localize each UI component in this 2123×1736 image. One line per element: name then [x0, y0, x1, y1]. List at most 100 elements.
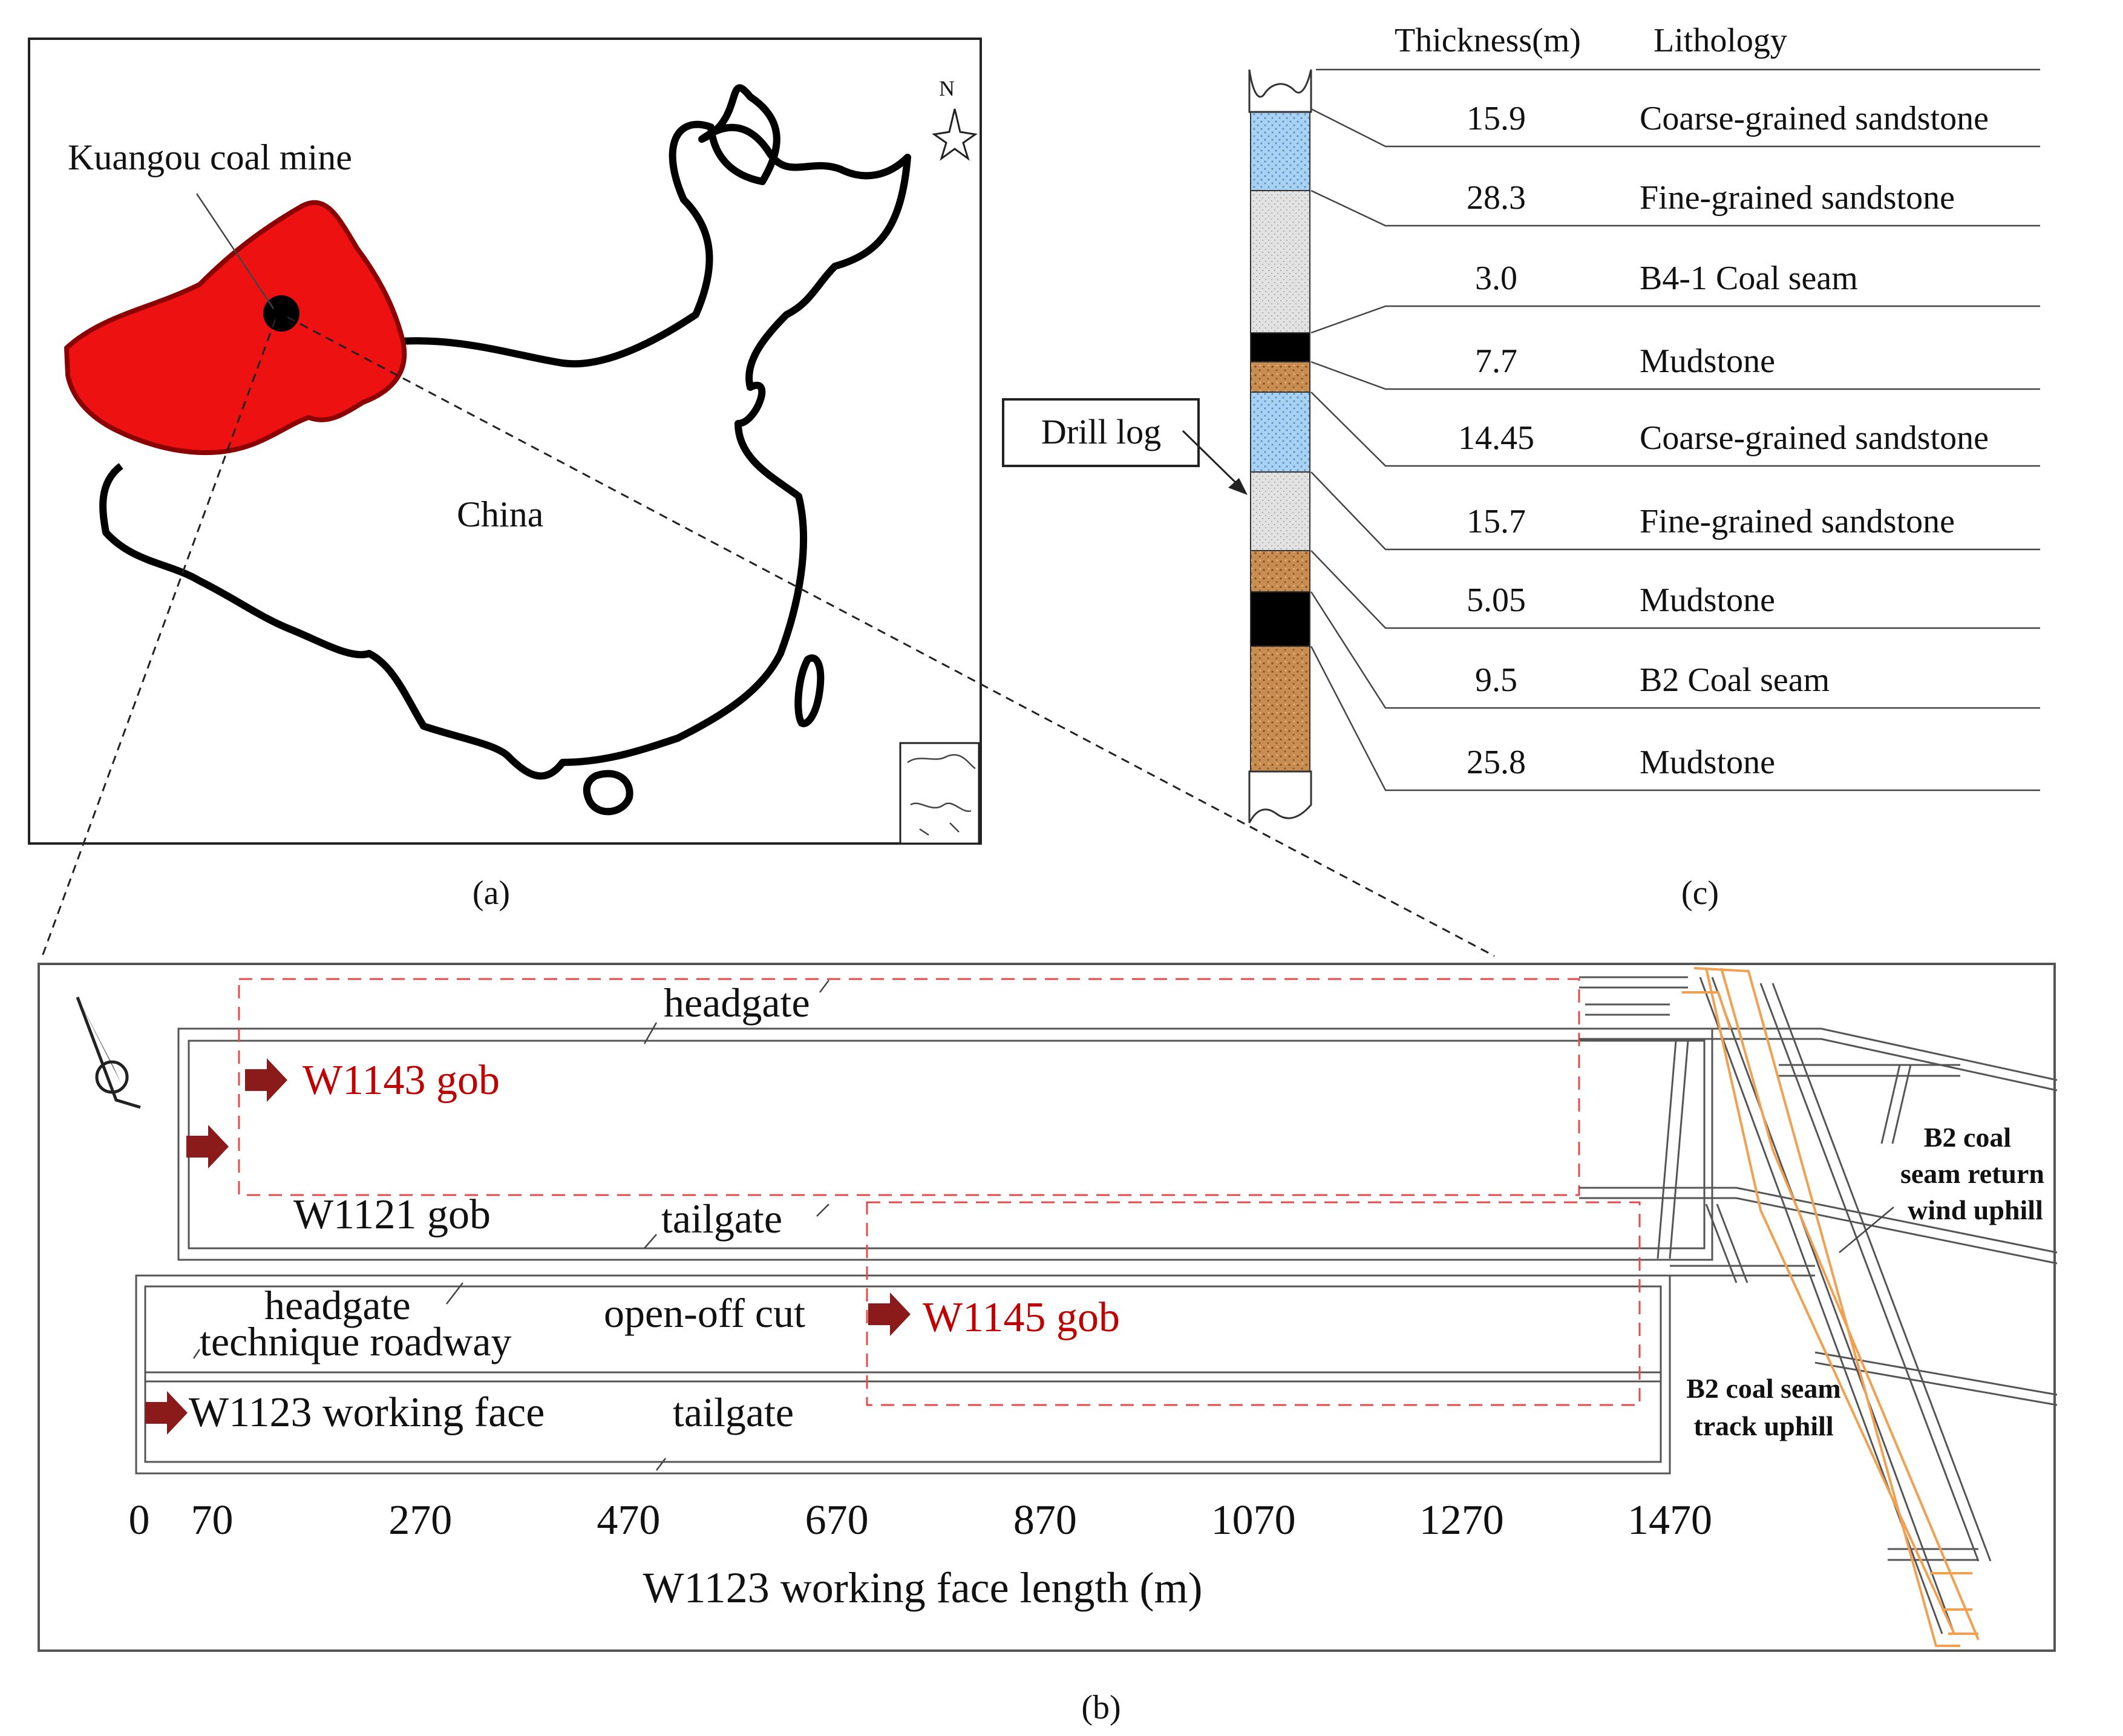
layer-4-leader — [1310, 361, 2040, 390]
axis-tick-1270: 1270 — [1419, 1497, 1504, 1544]
layer-1-band — [1250, 111, 1310, 191]
axis-tick-670: 670 — [805, 1497, 869, 1544]
column-bottom-break — [1248, 770, 1312, 824]
layer-7-thickness: 5.05 — [1467, 581, 1526, 619]
length-axis-ticks: 0 70 270 470 670 870 1070 1270 1470 — [129, 1497, 1713, 1544]
map-frame — [28, 38, 982, 845]
advance-arrow-icon — [145, 1391, 188, 1435]
mine-leader-line — [195, 193, 275, 309]
hainan-outline — [583, 770, 633, 816]
layer-6-lithology: Fine-grained sandstone — [1640, 503, 1955, 540]
layer-1-thickness: 15.9 — [1467, 100, 1526, 137]
return-uphill-leader — [1839, 1207, 1894, 1253]
label-tailgate-mid: tailgate — [661, 1196, 782, 1242]
caption-b: (b) — [1081, 1689, 1120, 1726]
layer-9-thickness: 25.8 — [1467, 744, 1526, 781]
drill-log-arrow — [1182, 430, 1241, 488]
header-lithology: Lithology — [1654, 22, 1787, 59]
south-china-sea-inset — [899, 742, 980, 845]
label-return-uphill-3: wind uphill — [1908, 1194, 2043, 1225]
layer-3-lithology: B4-1 Coal seam — [1640, 260, 1858, 297]
country-label: China — [457, 494, 543, 534]
north-label: N — [939, 76, 955, 100]
column-top-break — [1248, 69, 1312, 113]
axis-tick-70: 70 — [191, 1497, 233, 1544]
axis-tick-270: 270 — [388, 1497, 452, 1544]
label-w1143-gob: W1143 gob — [303, 1057, 500, 1104]
layer-6-thickness: 15.7 — [1467, 503, 1526, 540]
label-headgate-top: headgate — [664, 980, 810, 1026]
axis-tick-870: 870 — [1013, 1497, 1077, 1544]
layer-5-thickness: 14.45 — [1458, 419, 1534, 457]
layer-7-band — [1250, 550, 1310, 592]
label-w1123-face: W1123 working face — [189, 1389, 545, 1436]
xinjiang-region — [64, 200, 407, 456]
mine-label: Kuangou coal mine — [68, 137, 352, 177]
layer-1-lithology: Coarse-grained sandstone — [1640, 100, 1989, 137]
layer-6-leader — [1310, 471, 2040, 551]
label-return-uphill-1: B2 coal — [1924, 1122, 2011, 1153]
axis-title: W1123 working face length (m) — [643, 1564, 1202, 1612]
axis-tick-1470: 1470 — [1627, 1497, 1712, 1544]
china-outline — [99, 84, 911, 780]
axis-tick-470: 470 — [597, 1497, 660, 1544]
roadway-overlay — [1682, 967, 1980, 1647]
compass-icon — [76, 997, 141, 1109]
mine-location-dot — [263, 295, 299, 332]
advance-arrow-icon — [186, 1125, 229, 1168]
layer-5-band — [1250, 391, 1310, 473]
label-track-uphill-2: track uphill — [1693, 1410, 1833, 1441]
layer-5-lithology: Coarse-grained sandstone — [1640, 419, 1989, 457]
drill-log-labels: 15.9 Coarse-grained sandstone 28.3 Fine-gra… — [1310, 100, 2040, 791]
layer-2-lithology: Fine-grained sandstone — [1640, 179, 1955, 217]
advance-arrow-icon — [868, 1292, 911, 1336]
label-leaders — [192, 980, 829, 1471]
layer-3-thickness: 3.0 — [1475, 260, 1517, 297]
layer-2-thickness: 28.3 — [1467, 179, 1526, 217]
layer-9-leader — [1310, 646, 2040, 791]
layer-7-leader — [1310, 550, 2040, 629]
layer-4-lithology: Mudstone — [1640, 342, 1775, 380]
panel-a-map: Kuangou coal mine China N (a) — [28, 38, 982, 912]
layer-4-thickness: 7.7 — [1475, 342, 1517, 380]
panel-b-layout: headgate W1143 gob W1121 gob tailgate he… — [38, 963, 2058, 1726]
connector-left — [41, 319, 276, 957]
layer-9-lithology: Mudstone — [1640, 744, 1775, 781]
caption-a: (a) — [473, 874, 510, 912]
label-w1121-gob: W1121 gob — [293, 1191, 491, 1238]
layer-2-leader — [1310, 189, 2040, 227]
axis-tick-1070: 1070 — [1211, 1497, 1296, 1544]
layer-8-leader — [1310, 591, 2040, 709]
label-headgate-low: headgate — [264, 1282, 411, 1328]
label-technique-roadway: technique roadway — [200, 1318, 511, 1364]
layer-3-leader — [1310, 305, 2040, 334]
panel-c-drill-log: Thickness(m) Lithology 15.9 Coarse-graine… — [1002, 22, 2040, 912]
label-return-uphill-2: seam return — [1900, 1158, 2044, 1189]
label-open-off-cut: open-off cut — [604, 1290, 805, 1336]
w1145-gob-outline — [866, 1201, 1641, 1406]
label-w1145-gob: W1145 gob — [923, 1294, 1120, 1341]
taiwan-outline — [794, 654, 825, 727]
layer-8-band — [1250, 591, 1310, 647]
drill-log-box — [1002, 398, 1200, 467]
header-thickness: Thickness(m) — [1395, 22, 1581, 59]
drill-log-label: Drill log — [1041, 412, 1161, 451]
caption-c: (c) — [1681, 874, 1719, 912]
w1123-panel-inner — [144, 1285, 1662, 1463]
north-arrow-icon — [932, 108, 978, 161]
advance-arrows — [145, 1058, 911, 1435]
layer-1-leader — [1310, 108, 2040, 148]
roadway-network — [1579, 976, 2058, 1634]
layer-8-thickness: 9.5 — [1475, 661, 1517, 699]
drill-log-arrowhead-icon — [1228, 478, 1248, 495]
label-tailgate-low: tailgate — [673, 1389, 794, 1435]
advance-arrow-icon — [245, 1058, 287, 1102]
layout-frame — [38, 963, 2056, 1652]
w1143-gob-outline — [238, 978, 1580, 1196]
layer-7-lithology: Mudstone — [1640, 581, 1775, 619]
layer-3-band — [1250, 332, 1310, 362]
layer-5-leader — [1310, 391, 2040, 467]
layer-6-band — [1250, 471, 1310, 551]
label-track-uphill-1: B2 coal seam — [1686, 1373, 1841, 1404]
